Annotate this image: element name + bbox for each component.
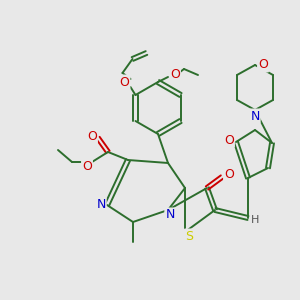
Text: O: O [82,160,92,172]
Text: O: O [224,169,234,182]
Text: N: N [165,208,175,221]
Text: N: N [250,110,260,122]
Text: O: O [87,130,97,142]
Text: H: H [251,215,259,225]
Text: O: O [258,58,268,71]
Text: O: O [224,134,234,146]
Text: O: O [170,68,180,80]
Text: S: S [185,230,193,242]
Text: O: O [119,76,129,88]
Text: N: N [96,199,106,212]
